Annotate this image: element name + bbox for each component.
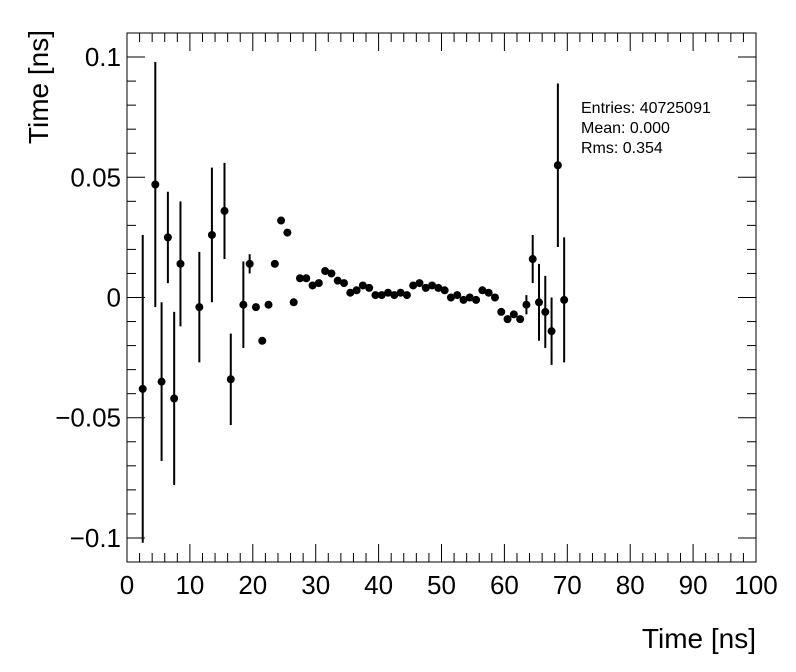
data-point: [446, 293, 455, 302]
data-point: [453, 291, 462, 300]
data-point: [157, 377, 166, 386]
data-point: [528, 255, 537, 264]
data-point: [365, 283, 374, 292]
y-tick-label: 0.05: [70, 162, 121, 192]
data-point: [428, 281, 437, 290]
data-point: [176, 259, 185, 268]
stats-entries: Entries: 40725091: [581, 100, 711, 117]
data-point: [308, 281, 317, 290]
x-axis-tick-labels: 0 10 20 30 40 50 60 70 80 90 100: [120, 570, 778, 600]
data-point: [327, 269, 336, 278]
y-tick-label: 0: [107, 283, 121, 313]
data-point: [289, 298, 298, 307]
stats-mean: Mean: 0.000: [581, 120, 670, 137]
data-point: [163, 233, 172, 242]
stats-rms: Rms: 0.354: [581, 140, 663, 157]
y-axis-title: Time [ns]: [23, 30, 54, 144]
data-point: [421, 283, 430, 292]
data-point: [151, 180, 160, 189]
data-point: [138, 384, 147, 393]
data-point: [358, 281, 367, 290]
data-point: [377, 291, 386, 300]
data-point: [195, 303, 204, 312]
data-point: [264, 300, 273, 309]
data-point: [553, 161, 562, 170]
data-point: [321, 267, 330, 276]
data-point: [295, 274, 304, 283]
data-point: [384, 288, 393, 297]
data-point: [472, 295, 481, 304]
data-point: [239, 300, 248, 309]
x-tick-label: 40: [364, 570, 393, 600]
x-tick-label: 90: [679, 570, 708, 600]
data-point: [333, 276, 342, 285]
x-tick-label: 10: [175, 570, 204, 600]
data-point: [207, 230, 216, 239]
data-point: [560, 295, 569, 304]
data-point: [509, 310, 518, 319]
data-point: [497, 307, 506, 316]
y-tick-label: −0.1: [70, 523, 121, 553]
data-point: [346, 288, 355, 297]
data-point: [484, 288, 493, 297]
data-point: [490, 293, 499, 302]
x-tick-label: 70: [553, 570, 582, 600]
data-point: [270, 259, 279, 268]
x-tick-label: 30: [301, 570, 330, 600]
data-point: [371, 291, 380, 300]
data-points: [138, 61, 569, 543]
x-tick-label: 100: [734, 570, 777, 600]
x-tick-label: 50: [427, 570, 456, 600]
data-point: [352, 286, 361, 295]
data-point: [541, 307, 550, 316]
data-point: [503, 315, 512, 324]
x-tick-label: 0: [120, 570, 134, 600]
x-tick-label: 60: [490, 570, 519, 600]
data-point: [390, 291, 399, 300]
data-point: [170, 394, 179, 403]
data-point: [440, 286, 449, 295]
x-tick-label: 20: [238, 570, 267, 600]
data-point: [314, 279, 323, 288]
data-point: [534, 298, 543, 307]
data-point: [251, 303, 260, 312]
data-point: [478, 286, 487, 295]
data-point: [283, 228, 292, 237]
y-axis-tick-labels: −0.1 −0.05 0 0.05 0.1: [55, 42, 121, 553]
data-point: [226, 375, 235, 384]
y-tick-label: 0.1: [85, 42, 121, 72]
data-point: [415, 279, 424, 288]
x-tick-label: 80: [616, 570, 645, 600]
data-point: [340, 279, 349, 288]
data-point: [547, 327, 556, 336]
data-point: [396, 288, 405, 297]
data-point: [220, 206, 229, 215]
x-axis-title: Time [ns]: [642, 623, 756, 654]
data-point: [402, 291, 411, 300]
data-point: [434, 283, 443, 292]
y-tick-label: −0.05: [55, 403, 121, 433]
data-point: [516, 315, 525, 324]
x-axis-ticks: [126, 33, 757, 562]
data-point: [245, 259, 254, 268]
data-point: [277, 216, 286, 225]
data-point: [409, 281, 418, 290]
data-point: [465, 293, 474, 302]
data-point: [258, 336, 267, 345]
data-point: [522, 300, 531, 309]
data-point: [459, 295, 468, 304]
stats-box: Entries: 40725091 Mean: 0.000 Rms: 0.354: [581, 100, 711, 157]
data-point: [302, 274, 311, 283]
